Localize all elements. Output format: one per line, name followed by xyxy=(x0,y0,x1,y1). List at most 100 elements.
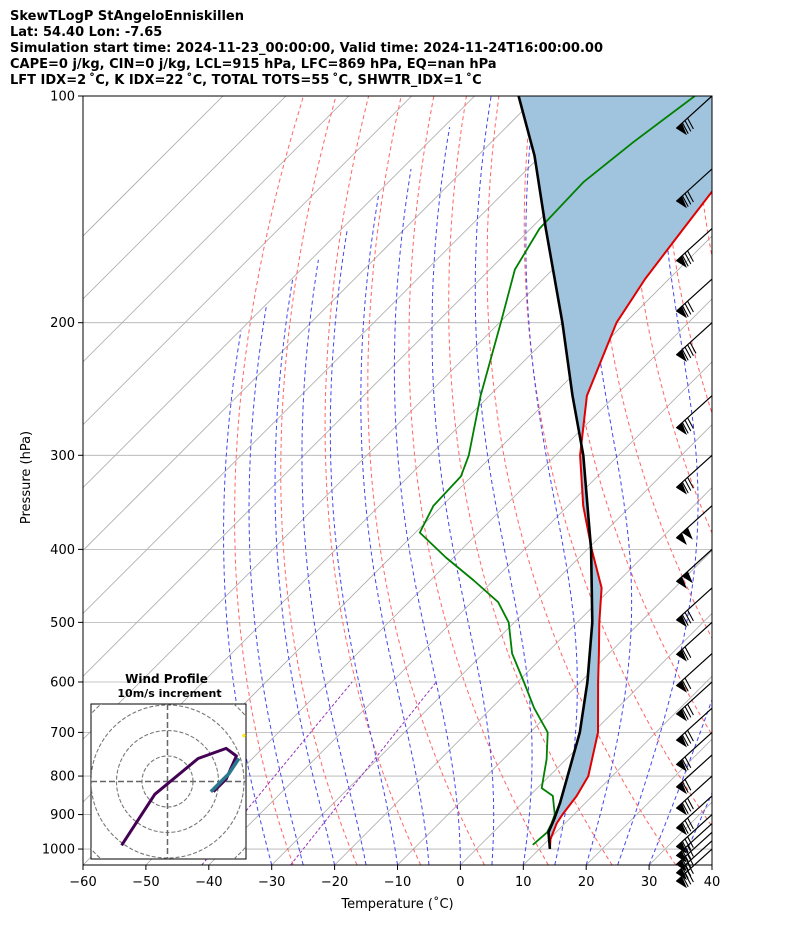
barb-flag xyxy=(675,614,687,628)
isotherm-line xyxy=(83,96,350,363)
wind-barbs xyxy=(675,95,713,889)
dry-adiabat xyxy=(367,96,485,865)
barb-flag xyxy=(675,875,687,889)
wind-barb xyxy=(675,95,713,136)
x-tick-label: −40 xyxy=(195,875,222,890)
wind-barb xyxy=(675,707,713,748)
barb-feather xyxy=(684,346,692,359)
wind-barb xyxy=(675,754,713,795)
wind-barb xyxy=(675,395,713,436)
barb-flag xyxy=(675,349,687,363)
wind-barb xyxy=(675,621,713,662)
hodograph-trace-high xyxy=(242,733,246,738)
barb-feather xyxy=(687,836,694,848)
header-line-5: LFT IDX=2 ˚C, K IDX=22 ˚C, TOTAL TOTS=55… xyxy=(10,73,482,88)
barb-feather xyxy=(684,419,692,432)
dry-adiabat xyxy=(523,96,712,828)
barb-staff xyxy=(676,278,713,312)
barb-feather xyxy=(684,800,692,812)
barb-feather xyxy=(684,252,692,265)
barb-feather xyxy=(687,417,694,429)
barb-feather xyxy=(684,677,692,690)
y-tick-label: 900 xyxy=(50,808,75,823)
barb-feather xyxy=(681,422,689,434)
barb-staff xyxy=(676,754,713,788)
barb-feather xyxy=(687,477,694,489)
barb-flag xyxy=(675,802,687,816)
moist-adiabat xyxy=(329,228,398,865)
x-tick-label: 20 xyxy=(578,875,595,890)
dry-adiabat xyxy=(727,96,794,865)
dry-adiabat xyxy=(448,96,613,865)
barb-staff xyxy=(676,168,713,202)
barb-feather xyxy=(684,120,692,132)
moist-adiabat xyxy=(474,96,533,865)
barb-staff xyxy=(676,840,713,874)
barb-feather xyxy=(681,734,689,747)
x-tick-label: −50 xyxy=(132,875,159,890)
inset-content xyxy=(91,704,246,859)
barb-staff xyxy=(676,775,713,809)
inset-title: Wind Profile xyxy=(125,672,208,686)
wind-barb xyxy=(675,548,713,589)
barb-feather xyxy=(684,873,692,885)
barb-staff xyxy=(676,823,713,857)
barb-feather xyxy=(684,706,692,718)
barb-feather xyxy=(681,648,689,661)
isotherm-line xyxy=(208,361,712,865)
isotherm-line xyxy=(397,549,712,865)
barb-feather xyxy=(687,817,694,830)
barb-feather xyxy=(684,779,692,791)
moist-adiabat xyxy=(617,96,699,865)
dry-adiabat xyxy=(234,96,304,865)
x-tick-label: 0 xyxy=(456,875,464,890)
barb-flag xyxy=(675,195,687,209)
barb-flag xyxy=(675,649,687,662)
barb-feather xyxy=(681,781,689,793)
barb-feather xyxy=(684,820,692,832)
barb-flag xyxy=(675,482,687,495)
x-tick-label: −20 xyxy=(321,875,348,890)
wind-barb xyxy=(675,587,713,628)
moist-adiabat xyxy=(360,194,430,865)
isotherm-line xyxy=(145,298,712,865)
barb-feather xyxy=(681,841,689,853)
barb-feather xyxy=(681,875,689,887)
moist-adiabat xyxy=(648,698,712,865)
isotherm-line xyxy=(83,96,601,614)
parcel-line xyxy=(517,96,594,850)
barb-flag xyxy=(675,305,687,319)
barb-flag xyxy=(675,867,687,881)
isotherm-line xyxy=(83,96,538,552)
y-tick-label: 300 xyxy=(50,449,75,464)
wind-barb xyxy=(675,228,713,268)
mixing-ratio-line xyxy=(290,681,437,865)
isotherm-line xyxy=(711,864,712,865)
barb-feather xyxy=(681,708,689,720)
x-tick-label: 40 xyxy=(704,875,721,890)
barb-feather xyxy=(681,255,689,267)
wind-barb xyxy=(675,681,713,722)
barb-staff xyxy=(676,621,713,655)
moist-adiabat xyxy=(680,791,712,865)
x-tick-label: 30 xyxy=(641,875,658,890)
x-tick-label: −60 xyxy=(69,875,96,890)
isotherm-line xyxy=(83,96,287,300)
barb-staff xyxy=(676,395,713,429)
axes: −60 −50 −40 −30 −20 −10 0 10 20 30 40 100 200 300 400 5… xyxy=(19,90,720,913)
barb-staff xyxy=(676,731,713,766)
barb-feather xyxy=(687,250,694,262)
barb-feather xyxy=(681,758,689,771)
barb-feather xyxy=(687,190,694,203)
barb-flag xyxy=(675,532,687,546)
wind-barb xyxy=(675,814,713,854)
barb-feather xyxy=(681,680,689,692)
barb-staff xyxy=(676,322,713,356)
x-tick-label: −30 xyxy=(258,875,285,890)
barb-feather xyxy=(681,349,689,361)
isotherm-line xyxy=(271,424,712,865)
barb-staff xyxy=(676,814,713,848)
data-lines xyxy=(418,96,712,850)
y-tick-label: 600 xyxy=(50,675,75,690)
